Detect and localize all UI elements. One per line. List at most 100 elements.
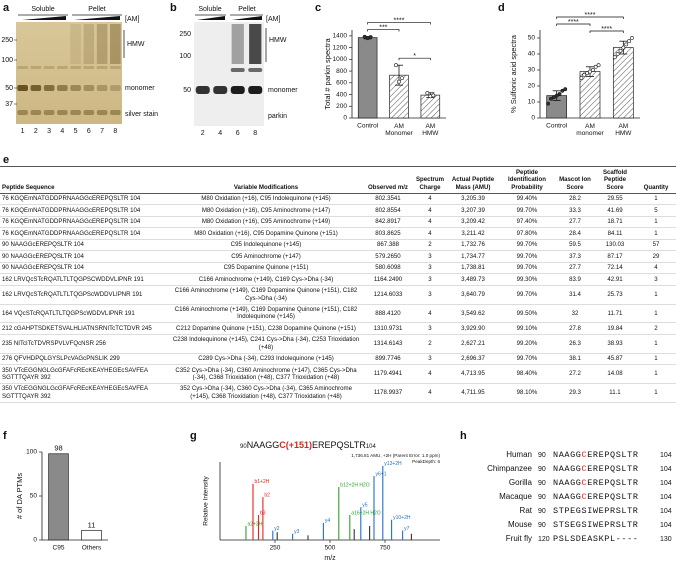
lane-label: 6 (236, 130, 240, 137)
table-cell: 4 (412, 364, 448, 384)
y-tick-label: 20 (528, 83, 536, 90)
table-cell: 350 VTcEGGNGLGcGFAFcREcKEAYHEGEcSAVFEA S… (0, 383, 168, 403)
table-cell: 38.1 (556, 353, 594, 366)
y-tick-label: 800 (336, 68, 347, 75)
x-axis-label: m/z (324, 555, 336, 562)
peak-label: a16+2H H2O (351, 510, 380, 516)
table-row: 76 KGQEmNATGDDPRNAAGGcEREPQSLTR 104 M80 O… (0, 204, 676, 217)
table-cell: 130.03 (594, 239, 636, 252)
data-point (563, 87, 568, 92)
table-cell: M80 Oxidation (+16), C95 Dopamine Quinon… (168, 227, 364, 240)
x-tick-label: AM HMW (615, 123, 632, 137)
significance-bracket (556, 16, 624, 19)
panel-label: e (3, 154, 9, 166)
significance-bracket (398, 57, 431, 61)
smear (110, 24, 121, 64)
band-label: HMW (127, 41, 145, 48)
significance-bracket (367, 29, 400, 32)
sequence: NAAGGCEREPQSLTR (553, 478, 639, 488)
table-row: 212 cGAHPTSDKETSVALHLIATNSRNITcTCTDVR 24… (0, 322, 676, 335)
peak-label: a2+2H (247, 521, 262, 527)
x-tick-label: C95 (53, 545, 65, 552)
table-cell: 212 cGAHPTSDKETSVALHLIATNSRNITcTCTDVR 24… (0, 322, 168, 335)
table-cell: 41.69 (594, 204, 636, 217)
x-tick-label: AM Monomer (385, 123, 413, 137)
marker-label: 100 (179, 53, 191, 60)
table-cell: 4 (412, 216, 448, 229)
table-cell: 2,627.21 (448, 334, 498, 354)
y-tick-label: 200 (336, 103, 347, 110)
table-cell: C166 Aminochrome (+149), C169 Dopamine Q… (168, 285, 364, 305)
peptide-table: Peptide Sequence Variable Modifications Ob… (0, 166, 676, 403)
data-point (546, 101, 550, 106)
band (70, 85, 81, 91)
band-label: HMW (269, 37, 287, 44)
table-cell: 867.388 (364, 239, 412, 252)
band (57, 66, 68, 69)
table-cell: 5 (636, 204, 676, 217)
band-label: parkin (268, 113, 287, 120)
species: Fruit fly (506, 534, 532, 543)
table-cell: 90 NAAGGcEREPQSLTR 104 (0, 239, 168, 252)
annotation: PeakDepth: 6 (412, 459, 440, 464)
residues: STSEGSIWEPRSLTR (553, 520, 639, 530)
residues: STPEGSIWEPRSLTR (553, 506, 639, 516)
data-point (394, 63, 398, 68)
lane-label: 5 (74, 128, 78, 135)
bar (357, 37, 378, 119)
column-header: Mascot Ion Score (556, 166, 594, 194)
table-cell: 29.55 (594, 193, 636, 206)
table-cell: 99.70% (498, 285, 556, 305)
table-cell: 27.8 (556, 322, 594, 335)
peak-label: y3 (294, 529, 300, 535)
data-point (582, 72, 587, 77)
panel-label: g (190, 430, 197, 442)
table-cell: 97.80% (498, 227, 556, 240)
data-point (590, 68, 595, 72)
table-cell: 90 NAAGGcEREPQSLTR 104 (0, 250, 168, 263)
table-cell: 76 KGQEmNATGDDPRNAAGGcEREPQSLTR 104 (0, 204, 168, 217)
table-cell: 3,549.62 (448, 304, 498, 324)
table-cell: 18.71 (594, 216, 636, 229)
table-cell: 164 VQcSTcRQATLTLTQGPScWDDVLIPNR 191 (0, 304, 168, 324)
residues: C (582, 492, 588, 502)
table-cell: 57 (636, 239, 676, 252)
table-cell: 33.3 (556, 204, 594, 217)
sequence: STPEGSIWEPRSLTR (553, 506, 639, 516)
residues: C (582, 450, 588, 460)
table-cell: 27.7 (556, 216, 594, 229)
data-point (549, 96, 553, 101)
table-cell: 11.1 (594, 383, 636, 403)
table-cell: 99.40% (498, 193, 556, 206)
table-cell: 580.6098 (364, 262, 412, 275)
band (213, 86, 228, 94)
group-label: Soluble (31, 6, 54, 13)
title-part: EREPQSLTR (312, 440, 366, 450)
bar (81, 529, 102, 541)
significance-bracket (367, 22, 431, 25)
band (70, 110, 81, 115)
end-position: 104 (660, 508, 672, 515)
table-cell: 842.8917 (364, 216, 412, 229)
band-label: silver stain (125, 111, 158, 118)
y-axis-label: # of DA PTMs (15, 473, 24, 520)
band (43, 85, 55, 91)
table-row: 76 KGQEmNATGDDPRNAAGGcEREPQSLTR 104 M80 O… (0, 216, 676, 229)
table-cell: 4 (412, 204, 448, 217)
y-tick-label: 10 (528, 99, 536, 106)
species: Macaque (499, 492, 532, 501)
x-tick-label: AM monomer (576, 123, 604, 137)
table-cell: 99.10% (498, 322, 556, 335)
significance-bracket (589, 30, 624, 33)
table-cell: 350 VTcEGGNGLGcGFAFcREcKEAYHEGEcSAVFEA S… (0, 364, 168, 384)
table-row: 76 KGQEmNATGDDPRNAAGGcEREPQSLTR 104 M80 O… (0, 193, 676, 206)
y-tick-label: 1200 (333, 44, 348, 51)
table-cell: C238 Indolequinone (+145), C241 Cys->Dha… (168, 334, 364, 354)
table-cell: 2 (412, 239, 448, 252)
start-position: 90 (538, 494, 546, 501)
data-point (588, 69, 592, 74)
concentration-label: [AM] (266, 16, 280, 23)
band (83, 110, 95, 115)
data-point (579, 76, 584, 80)
table-cell: 59.5 (556, 239, 594, 252)
